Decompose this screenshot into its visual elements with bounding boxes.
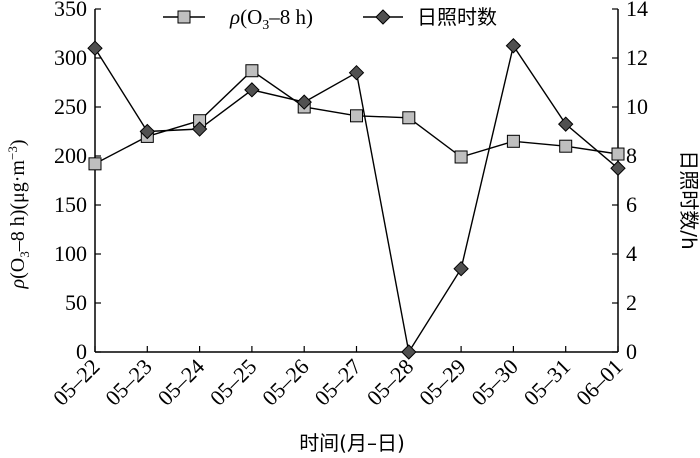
legend-sunshine-marker — [375, 9, 391, 25]
y-right-tick-label: 6 — [626, 192, 637, 217]
x-tick-label: 05–25 — [205, 354, 262, 411]
x-tick-label: 05–23 — [100, 354, 157, 411]
x-tick-label: 05–24 — [153, 354, 210, 411]
x-tick-label: 05–31 — [519, 354, 576, 411]
x-tick-label: 05–28 — [362, 354, 419, 411]
legend-o3-label: ρ(O3–8 h) — [229, 5, 313, 33]
y-right-tick-label: 10 — [626, 94, 648, 119]
sunshine-point — [505, 38, 522, 54]
series-layer — [87, 38, 626, 360]
x-tick-label: 05–27 — [309, 354, 366, 411]
axes — [94, 9, 619, 353]
y-left-tick-label: 300 — [54, 45, 87, 70]
legend: ρ(O3–8 h) 日照时数 — [163, 5, 497, 33]
y-right-tick-label: 8 — [626, 143, 637, 168]
o3-point — [506, 134, 520, 148]
ticks: 0501001502002503003500246810121405–2205–… — [48, 0, 648, 410]
x-tick-label: 05–26 — [257, 354, 314, 411]
sunshine-point — [139, 123, 156, 140]
y-axis-left-title: ρ(O3–8 h)(μg·m−3) — [5, 139, 32, 289]
o3-point — [454, 150, 468, 164]
series-line-sunshine — [94, 44, 619, 354]
sunshine-point — [557, 116, 574, 132]
o3-point — [402, 111, 416, 125]
sunshine-point — [296, 94, 312, 110]
sunshine-point — [401, 344, 417, 360]
x-tick-label: 06–01 — [571, 354, 628, 411]
sunshine-point — [610, 160, 626, 176]
o3-point — [559, 139, 573, 153]
y-left-tick-label: 150 — [54, 192, 87, 217]
y-left-tick-label: 50 — [65, 290, 87, 315]
y-axis-right-title: 日照时数/h — [677, 150, 700, 249]
sunshine-point — [453, 260, 469, 277]
y-right-tick-label: 12 — [626, 45, 648, 70]
o3-point — [88, 157, 102, 171]
o3-point — [350, 109, 363, 123]
o3-point — [245, 64, 259, 78]
legend-sunshine-label: 日照时数 — [417, 5, 497, 29]
y-left-tick-label: 0 — [76, 339, 87, 364]
y-left-tick-label: 250 — [54, 94, 87, 119]
legend-o3-marker — [177, 10, 191, 24]
y-right-tick-label: 4 — [626, 241, 637, 266]
y-right-tick-label: 0 — [626, 339, 637, 364]
y-left-tick-label: 200 — [54, 143, 87, 168]
o3-point — [611, 147, 625, 161]
y-left-tick-label: 100 — [54, 241, 87, 266]
y-left-tick-label: 350 — [54, 0, 87, 21]
sunshine-point — [348, 64, 365, 81]
x-tick-label: 05–30 — [466, 354, 523, 411]
y-right-tick-label: 2 — [626, 290, 637, 315]
sunshine-point — [244, 82, 260, 98]
x-tick-label: 05–29 — [414, 354, 471, 411]
sunshine-point — [191, 121, 208, 137]
y-right-tick-label: 14 — [626, 0, 648, 21]
x-axis-title: 时间(月–日) — [299, 431, 405, 455]
sunshine-point — [87, 40, 103, 56]
